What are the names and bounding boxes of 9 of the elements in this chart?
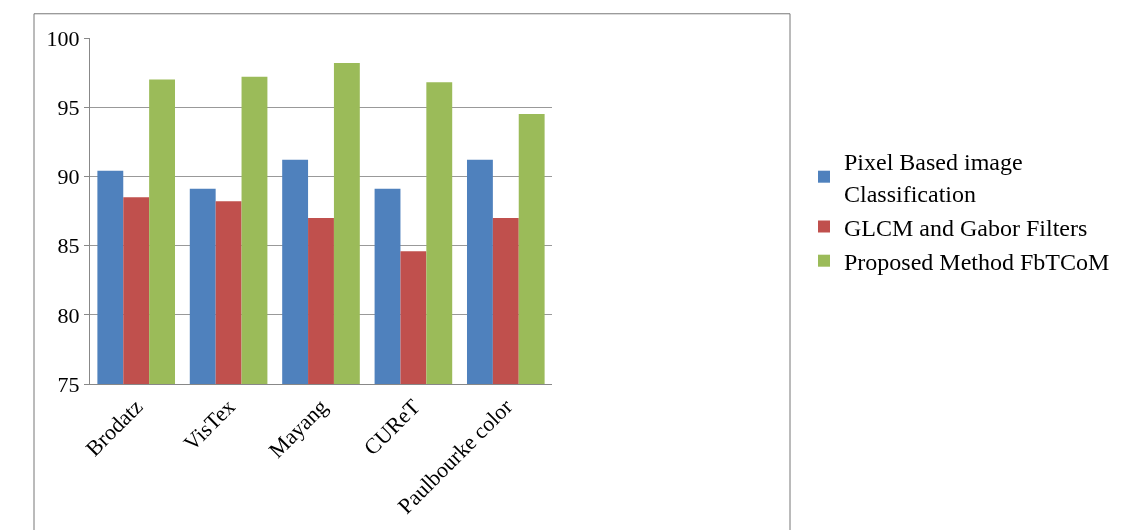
y-tick-label: 80: [57, 302, 80, 328]
y-tick-label: 100: [46, 25, 80, 51]
legend-label: Proposed Method FbTCoM: [844, 249, 1110, 276]
legend-label: GLCM and Gabor Filters: [844, 214, 1088, 241]
y-tick-label: 95: [57, 94, 80, 120]
y-tick-label: 90: [57, 164, 80, 190]
y-tick-label: 75: [57, 371, 80, 397]
legend-label: Pixel Based image Classification: [844, 149, 1023, 207]
y-tick-label: 85: [57, 233, 80, 259]
